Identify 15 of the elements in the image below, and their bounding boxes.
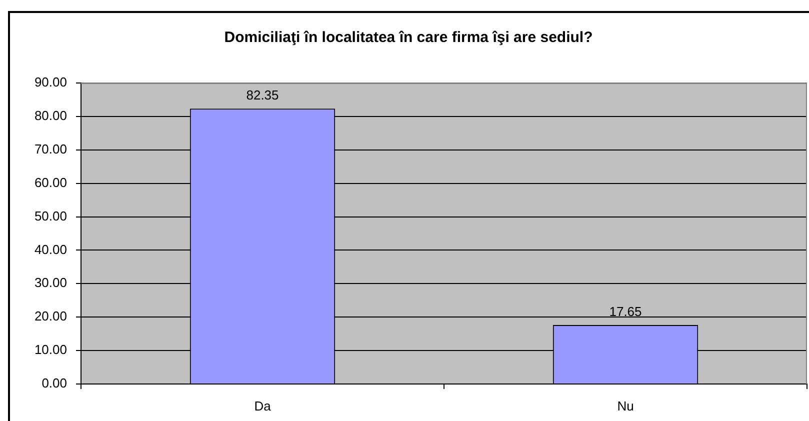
x-tick-label: Nu (617, 398, 634, 414)
y-tick-label: 50.00 (34, 208, 67, 224)
y-tick-label: 30.00 (34, 275, 67, 290)
y-tick-label: 0.00 (42, 376, 67, 391)
y-tick-label: 90.00 (34, 74, 67, 90)
y-tick-label: 70.00 (34, 141, 67, 156)
data-label: 17.65 (609, 304, 642, 320)
y-tick-label: 80.00 (34, 108, 67, 124)
y-tick-label: 20.00 (34, 308, 67, 324)
data-label: 82.35 (246, 88, 279, 103)
y-tick-label: 60.00 (34, 174, 67, 190)
y-tick-label: 10.00 (34, 342, 67, 358)
x-tick-label: Da (254, 398, 272, 414)
y-tick-label: 40.00 (34, 242, 67, 257)
chart-title: Domiciliaţi în localitatea în care firma îşi are sediul? (224, 29, 593, 46)
